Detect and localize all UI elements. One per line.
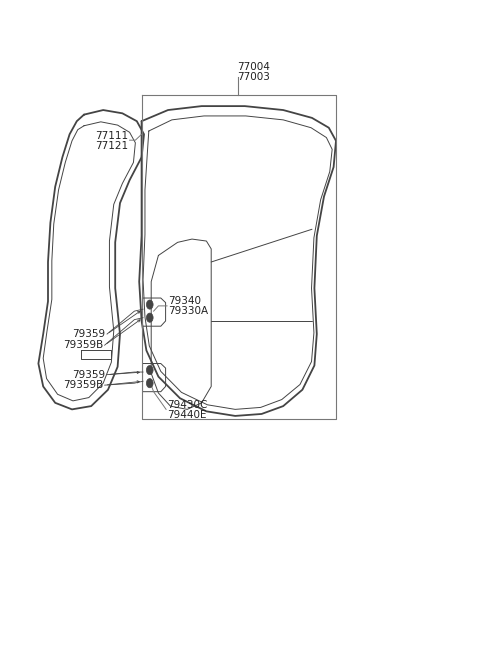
Text: 79359: 79359 bbox=[72, 369, 106, 380]
Text: 77111: 77111 bbox=[96, 131, 129, 141]
Circle shape bbox=[146, 365, 153, 375]
Circle shape bbox=[146, 313, 153, 322]
Circle shape bbox=[146, 379, 153, 388]
Text: 79340: 79340 bbox=[168, 296, 201, 307]
Text: 79359B: 79359B bbox=[63, 340, 103, 350]
Text: 79330A: 79330A bbox=[168, 306, 208, 316]
Circle shape bbox=[146, 300, 153, 309]
Text: 77004: 77004 bbox=[238, 62, 270, 73]
Text: 79440E: 79440E bbox=[167, 409, 206, 420]
Text: 79359B: 79359B bbox=[63, 380, 103, 390]
Text: 77121: 77121 bbox=[96, 141, 129, 151]
Text: 77003: 77003 bbox=[238, 72, 270, 83]
Text: 79430C: 79430C bbox=[167, 400, 207, 410]
Text: 79359: 79359 bbox=[72, 329, 106, 339]
